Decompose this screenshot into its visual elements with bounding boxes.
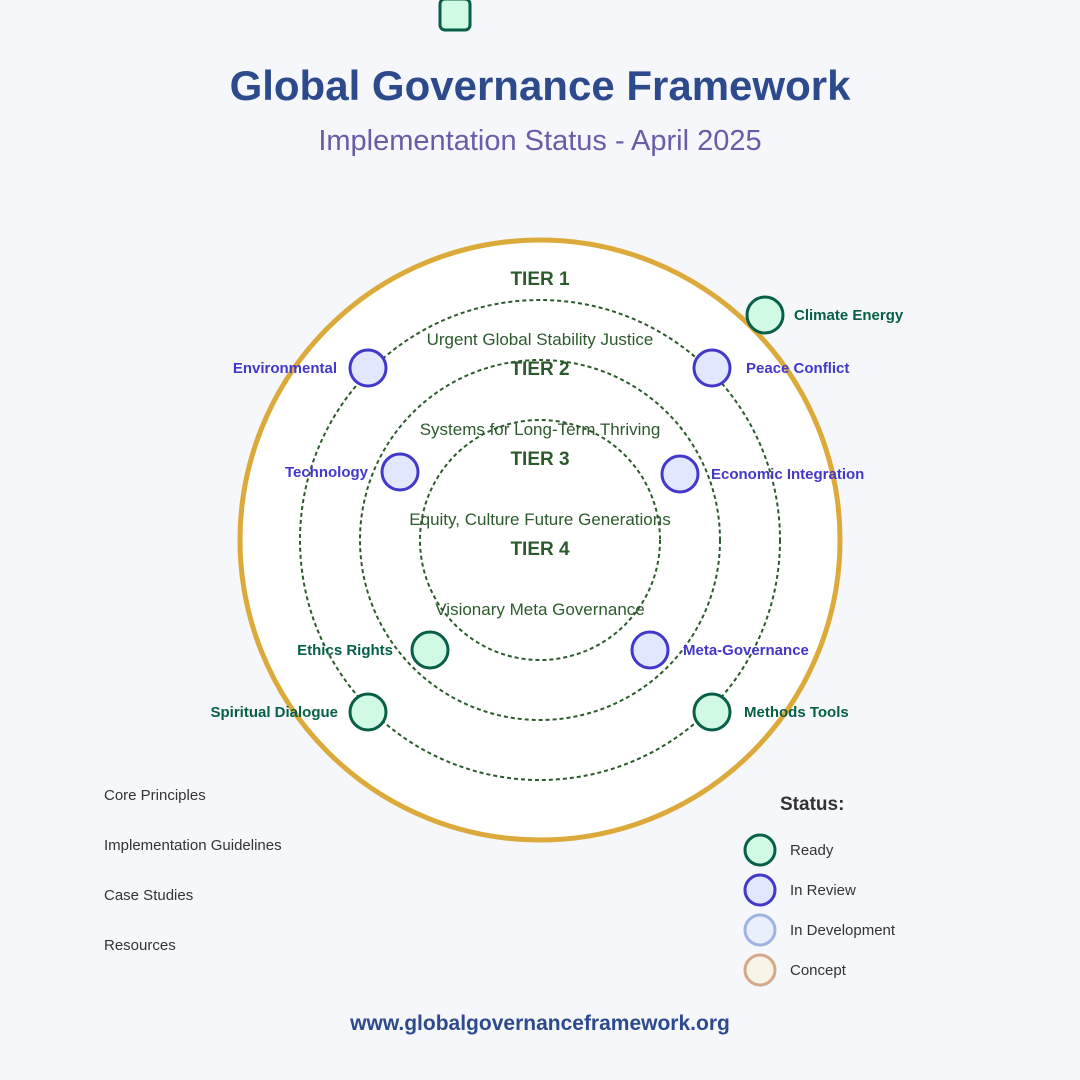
tier-3-label: TIER 3 bbox=[510, 449, 569, 470]
node-environmental[interactable]: Environmental bbox=[233, 348, 388, 388]
node-methods-tools[interactable]: Methods Tools bbox=[692, 692, 849, 732]
legend-in-development-swatch bbox=[743, 913, 777, 947]
node-meta-governance-label: Meta-Governance bbox=[683, 642, 809, 659]
node-meta-governance-dot[interactable] bbox=[630, 630, 670, 670]
link-implementation-guidelines[interactable]: Implementation Guidelines bbox=[104, 837, 282, 854]
node-climate-energy[interactable]: Climate Energy bbox=[745, 295, 904, 335]
node-ethics-rights[interactable]: Ethics Rights bbox=[297, 630, 450, 670]
page-title: Global Governance Framework bbox=[230, 62, 852, 109]
tier-1-label: TIER 1 bbox=[510, 269, 570, 290]
tier-4-label: TIER 4 bbox=[510, 539, 570, 560]
node-spiritual-dialogue-dot[interactable] bbox=[348, 692, 388, 732]
tier-1-description: Urgent Global Stability Justice bbox=[427, 330, 654, 349]
node-methods-tools-label: Methods Tools bbox=[744, 704, 849, 721]
node-ethics-rights-label: Ethics Rights bbox=[297, 642, 393, 659]
node-economic-integration-dot[interactable] bbox=[660, 454, 700, 494]
node-meta-governance[interactable]: Meta-Governance bbox=[630, 630, 809, 670]
outer-ring bbox=[237, 237, 843, 843]
legend-in-review-label: In Review bbox=[790, 882, 856, 899]
node-technology[interactable]: Technology bbox=[285, 452, 420, 492]
node-technology-label: Technology bbox=[285, 464, 369, 481]
node-methods-tools-dot[interactable] bbox=[692, 692, 732, 732]
tier-ring-4 bbox=[419, 419, 661, 661]
page-subtitle: Implementation Status - April 2025 bbox=[318, 125, 761, 157]
tier-2-description: Systems for Long-Term Thriving bbox=[420, 420, 661, 439]
node-environmental-dot[interactable] bbox=[348, 348, 388, 388]
node-peace-conflict-label: Peace Conflict bbox=[746, 360, 849, 377]
tier-4-description: Visionary Meta Governance bbox=[435, 600, 644, 619]
tier-2-label: TIER 2 bbox=[510, 359, 569, 380]
tier-ring-2 bbox=[299, 299, 781, 781]
legend-concept-swatch bbox=[743, 953, 777, 987]
node-technology-dot[interactable] bbox=[380, 452, 420, 492]
tier-3-description: Equity, Culture Future Generations bbox=[409, 510, 670, 529]
node-economic-integration[interactable]: Economic Integration bbox=[660, 454, 864, 494]
node-ethics-rights-dot[interactable] bbox=[410, 630, 450, 670]
node-economic-integration-label: Economic Integration bbox=[711, 466, 864, 483]
link-case-studies[interactable]: Case Studies bbox=[104, 887, 193, 904]
node-climate-energy-dot[interactable] bbox=[745, 295, 785, 335]
legend-in-development-label: In Development bbox=[790, 922, 896, 939]
legend-heading: Status: bbox=[780, 794, 844, 815]
legend-item-in-review: In Review bbox=[743, 873, 856, 907]
node-spiritual-dialogue[interactable]: Spiritual Dialogue bbox=[210, 692, 388, 732]
legend-concept-label: Concept bbox=[790, 962, 847, 979]
legend-item-ready: Ready bbox=[743, 833, 834, 867]
link-resources[interactable]: Resources bbox=[104, 937, 176, 954]
legend-item-concept: Concept bbox=[743, 953, 847, 987]
legend-in-review-swatch bbox=[743, 873, 777, 907]
footer-url[interactable]: www.globalgovernanceframework.org bbox=[349, 1012, 730, 1035]
top-square-icon bbox=[438, 0, 472, 32]
node-environmental-label: Environmental bbox=[233, 360, 337, 377]
node-peace-conflict[interactable]: Peace Conflict bbox=[692, 348, 849, 388]
legend-ready-label: Ready bbox=[790, 842, 834, 859]
legend-ready-swatch bbox=[743, 833, 777, 867]
node-climate-energy-label: Climate Energy bbox=[794, 307, 904, 324]
legend-item-in-development: In Development bbox=[743, 913, 896, 947]
node-peace-conflict-dot[interactable] bbox=[692, 348, 732, 388]
link-core-principles[interactable]: Core Principles bbox=[104, 787, 206, 804]
tier-ring-3 bbox=[359, 359, 721, 721]
node-spiritual-dialogue-label: Spiritual Dialogue bbox=[210, 704, 338, 721]
